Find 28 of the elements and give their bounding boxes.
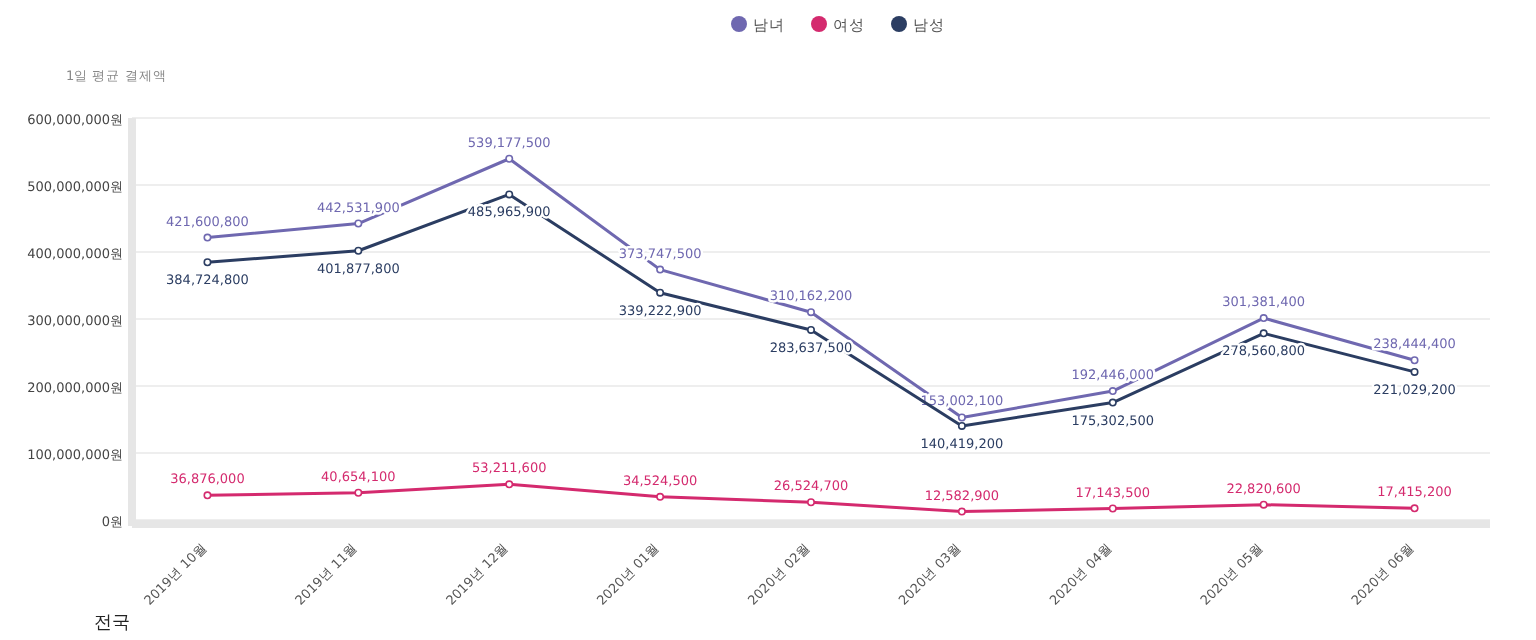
point (957, 507, 966, 516)
point (354, 246, 363, 255)
point (505, 480, 514, 489)
point (1108, 387, 1117, 396)
point (807, 308, 815, 317)
point (505, 190, 514, 199)
point (1410, 356, 1419, 365)
point (354, 488, 363, 497)
point (203, 258, 212, 267)
point (203, 233, 212, 242)
point (656, 288, 665, 297)
text: 전국 (94, 614, 130, 634)
point (505, 154, 514, 163)
point (354, 219, 363, 228)
point (1410, 367, 1419, 376)
point (807, 498, 815, 507)
point (1259, 314, 1268, 323)
point (1259, 329, 1268, 338)
point (807, 325, 815, 334)
point (1410, 504, 1419, 513)
point (656, 492, 665, 501)
point (1108, 398, 1117, 407)
point (957, 413, 966, 422)
point (1259, 500, 1268, 509)
point (1108, 504, 1117, 513)
point (957, 421, 966, 430)
point (203, 491, 212, 500)
point (656, 265, 665, 274)
